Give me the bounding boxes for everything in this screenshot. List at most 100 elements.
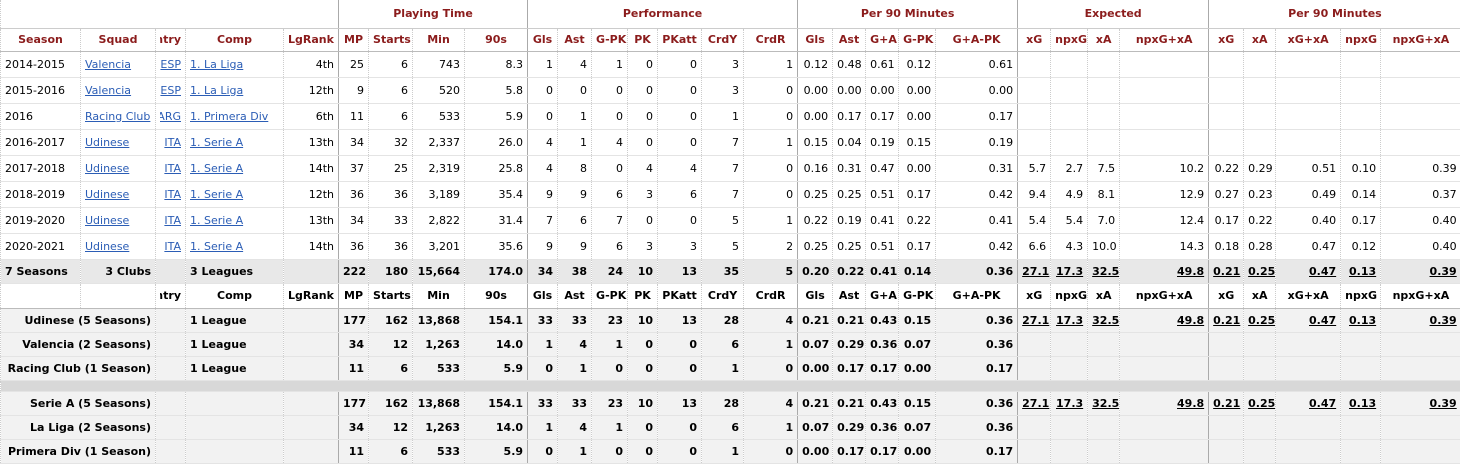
cell: 28 bbox=[701, 391, 744, 416]
cell: 0 bbox=[527, 356, 558, 381]
cell: 0.17 bbox=[1208, 207, 1244, 234]
column-header: G+A-PK bbox=[935, 283, 1018, 309]
squad-link[interactable]: Udinese bbox=[85, 213, 130, 227]
cell bbox=[1243, 129, 1276, 156]
comp-link[interactable]: 1. Serie A bbox=[190, 135, 244, 149]
comp-link[interactable]: 1. La Liga bbox=[190, 57, 244, 71]
cell bbox=[282, 258, 339, 284]
comp-link[interactable]: 1. Serie A bbox=[190, 239, 244, 253]
cell: 49.8 bbox=[1119, 391, 1209, 416]
cell: 0.51 bbox=[1275, 155, 1341, 182]
cell: 0.41 bbox=[865, 258, 899, 284]
cell: 4 bbox=[527, 129, 558, 156]
cell: 0.41 bbox=[865, 207, 899, 234]
cell: 0.17 bbox=[898, 233, 936, 260]
value-link[interactable]: 27.1 bbox=[1022, 264, 1050, 278]
cell: 0.00 bbox=[898, 439, 936, 464]
country-link[interactable]: ITA bbox=[164, 239, 181, 253]
value-link[interactable]: 17.3 bbox=[1056, 264, 1084, 278]
country-link[interactable]: ARG bbox=[160, 109, 181, 123]
cell: 533 bbox=[412, 439, 465, 464]
cell bbox=[1208, 51, 1244, 78]
cell: 0.00 bbox=[797, 439, 833, 464]
cell bbox=[1050, 77, 1088, 104]
cell bbox=[1340, 415, 1381, 440]
squad-link[interactable]: Racing Club bbox=[85, 109, 151, 123]
cell bbox=[1340, 332, 1381, 357]
comp-link[interactable]: 1. La Liga bbox=[190, 83, 244, 97]
value-link[interactable]: 0.47 bbox=[1309, 313, 1337, 327]
value-link[interactable]: 32.5 bbox=[1092, 396, 1120, 410]
value-link[interactable]: 49.8 bbox=[1177, 396, 1205, 410]
country-link[interactable]: ESP bbox=[160, 83, 181, 97]
cell: 8 bbox=[557, 155, 592, 182]
value-link[interactable]: 0.39 bbox=[1429, 396, 1457, 410]
value-link[interactable]: 0.47 bbox=[1309, 396, 1337, 410]
value-link[interactable]: 17.3 bbox=[1056, 313, 1084, 327]
cell: 2015-2016 bbox=[0, 77, 81, 104]
value-link[interactable]: 0.39 bbox=[1429, 313, 1457, 327]
cell: 0 bbox=[557, 77, 592, 104]
country-link[interactable]: ITA bbox=[164, 213, 181, 227]
country-link[interactable]: ITA bbox=[164, 135, 181, 149]
cell: 7 bbox=[701, 155, 744, 182]
cell: 222 bbox=[338, 258, 369, 284]
cell: 5.7 bbox=[1017, 155, 1051, 182]
cell: 4 bbox=[743, 308, 798, 333]
squad-link[interactable]: Udinese bbox=[85, 239, 130, 253]
value-link[interactable]: 49.8 bbox=[1177, 264, 1205, 278]
squad-link[interactable]: Valencia bbox=[85, 83, 132, 97]
cell: 0.00 bbox=[797, 103, 833, 130]
cell: 1. Serie A bbox=[185, 233, 284, 260]
squad-link[interactable]: Valencia bbox=[85, 57, 132, 71]
cell: 0.40 bbox=[1380, 207, 1460, 234]
cell bbox=[155, 439, 186, 464]
squad-link[interactable]: Udinese bbox=[85, 161, 130, 175]
squad-link[interactable]: Udinese bbox=[85, 187, 130, 201]
comp-link[interactable]: 1. Serie A bbox=[190, 187, 244, 201]
cell: 7 bbox=[591, 207, 628, 234]
cell bbox=[1380, 356, 1460, 381]
value-link[interactable]: 0.13 bbox=[1349, 264, 1377, 278]
value-link[interactable]: 0.39 bbox=[1429, 264, 1457, 278]
value-link[interactable]: 0.25 bbox=[1248, 396, 1276, 410]
cell bbox=[1243, 103, 1276, 130]
cell bbox=[1087, 439, 1120, 464]
value-link[interactable]: 0.21 bbox=[1213, 396, 1241, 410]
value-link[interactable]: 0.25 bbox=[1248, 313, 1276, 327]
value-link[interactable]: 27.1 bbox=[1022, 396, 1050, 410]
cell bbox=[1275, 103, 1341, 130]
value-link[interactable]: 0.21 bbox=[1213, 313, 1241, 327]
cell: 5.8 bbox=[464, 77, 528, 104]
cell: 0.16 bbox=[797, 155, 833, 182]
column-header: Country bbox=[155, 283, 186, 309]
cell: 0.14 bbox=[1340, 181, 1381, 208]
cell: 0.29 bbox=[832, 332, 866, 357]
cell: 37 bbox=[338, 155, 369, 182]
value-link[interactable]: 0.25 bbox=[1248, 264, 1276, 278]
cell: 0.14 bbox=[898, 258, 936, 284]
value-link[interactable]: 0.47 bbox=[1309, 264, 1337, 278]
value-link[interactable]: 0.13 bbox=[1349, 313, 1377, 327]
value-link[interactable]: 0.13 bbox=[1349, 396, 1377, 410]
country-link[interactable]: ITA bbox=[164, 161, 181, 175]
cell: 0.15 bbox=[898, 308, 936, 333]
cell: 13 bbox=[657, 391, 702, 416]
value-link[interactable]: 49.8 bbox=[1177, 313, 1205, 327]
comp-link[interactable]: 1. Serie A bbox=[190, 161, 244, 175]
value-link[interactable]: 32.5 bbox=[1092, 264, 1120, 278]
cell bbox=[1050, 356, 1088, 381]
country-link[interactable]: ESP bbox=[160, 57, 181, 71]
value-link[interactable]: 17.3 bbox=[1056, 396, 1084, 410]
cell: 6 bbox=[368, 77, 413, 104]
value-link[interactable]: 32.5 bbox=[1092, 313, 1120, 327]
cell bbox=[282, 332, 339, 357]
value-link[interactable]: 0.21 bbox=[1213, 264, 1241, 278]
cell bbox=[1087, 103, 1120, 130]
squad-link[interactable]: Udinese bbox=[85, 135, 130, 149]
comp-link[interactable]: 1. Primera Div bbox=[190, 109, 269, 123]
column-header: MP bbox=[338, 28, 369, 52]
country-link[interactable]: ITA bbox=[164, 187, 181, 201]
value-link[interactable]: 27.1 bbox=[1022, 313, 1050, 327]
comp-link[interactable]: 1. Serie A bbox=[190, 213, 244, 227]
